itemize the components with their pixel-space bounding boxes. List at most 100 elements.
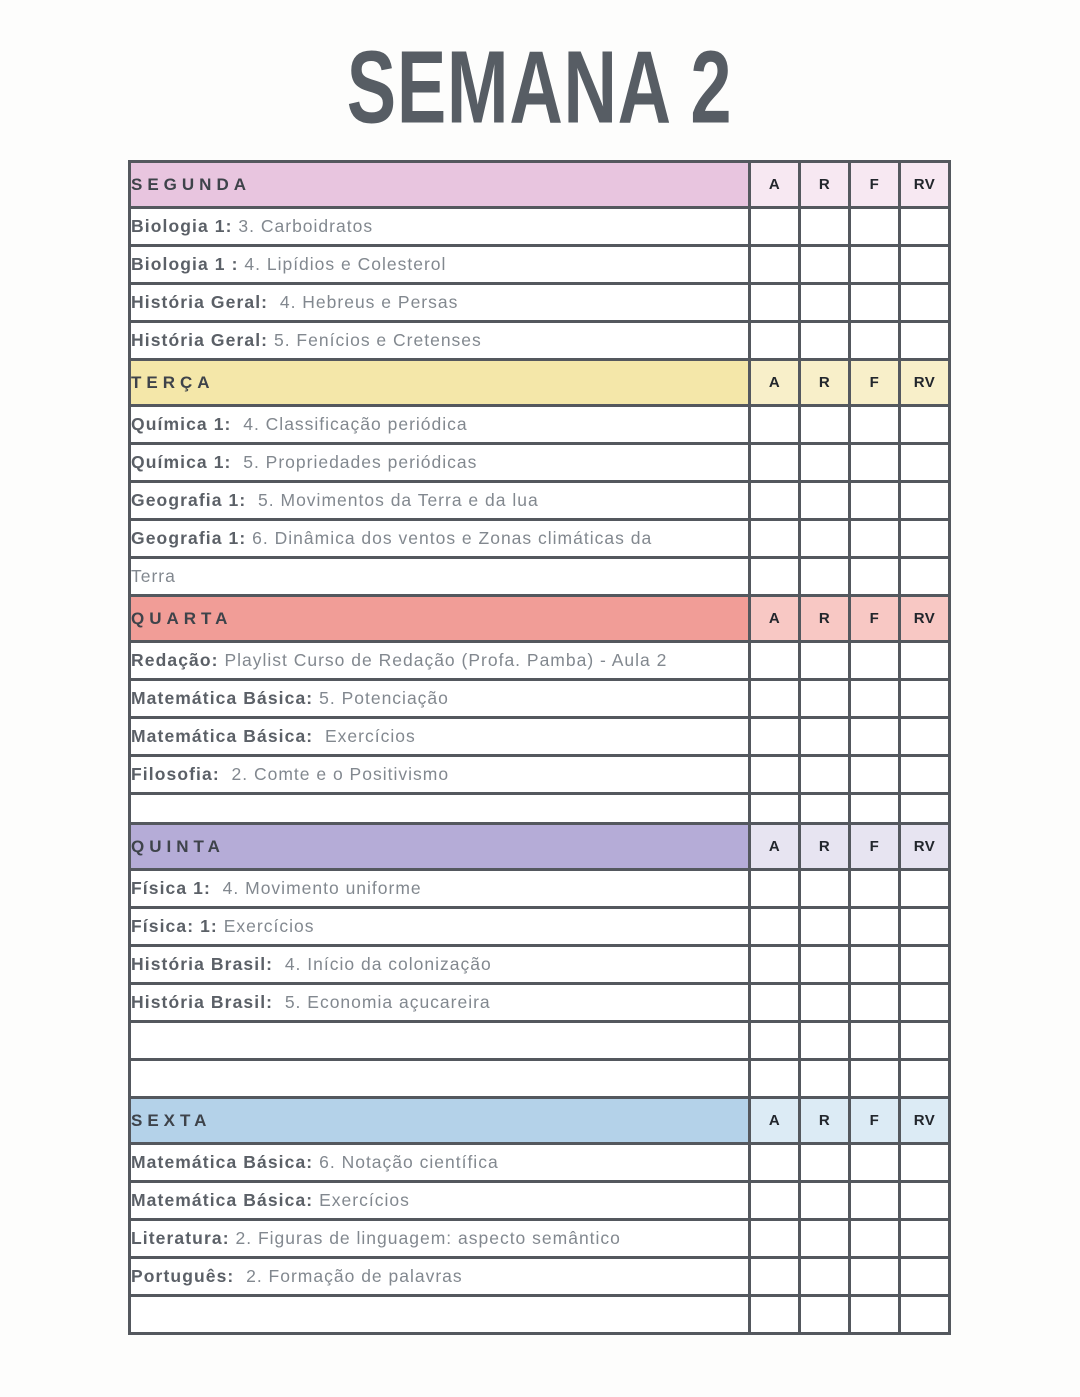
check-cell-f[interactable] <box>848 906 901 947</box>
check-cell-f[interactable] <box>848 518 901 559</box>
check-cell-r[interactable] <box>798 982 851 1023</box>
check-cell-a[interactable] <box>748 1218 801 1259</box>
check-cell-rv[interactable] <box>898 404 951 445</box>
check-cell-f[interactable] <box>848 206 901 247</box>
check-cell-a[interactable] <box>748 480 801 521</box>
check-cell-rv[interactable] <box>898 244 951 285</box>
check-cell-f[interactable] <box>848 1142 901 1183</box>
check-cell-f[interactable] <box>848 556 901 597</box>
check-cell-a[interactable] <box>748 1294 801 1335</box>
check-cell-rv[interactable] <box>898 1180 951 1221</box>
check-cell-f[interactable] <box>848 1218 901 1259</box>
check-cell-a[interactable] <box>748 206 801 247</box>
check-cell-rv[interactable] <box>898 1256 951 1297</box>
check-cell-rv[interactable] <box>898 320 951 361</box>
check-cell-rv[interactable] <box>898 1020 951 1061</box>
check-cell-rv[interactable] <box>898 868 951 909</box>
check-cell-r[interactable] <box>798 1180 851 1221</box>
check-cell-a[interactable] <box>748 1256 801 1297</box>
check-cell-a[interactable] <box>748 754 801 795</box>
check-cell-rv[interactable] <box>898 716 951 757</box>
check-cell-f[interactable] <box>848 640 901 681</box>
check-cell-rv[interactable] <box>898 754 951 795</box>
check-cell-rv[interactable] <box>898 678 951 719</box>
check-cell-rv[interactable] <box>898 792 951 825</box>
check-cell-f[interactable] <box>848 1180 901 1221</box>
check-cell-f[interactable] <box>848 678 901 719</box>
check-cell-a[interactable] <box>748 1058 801 1099</box>
check-cell-rv[interactable] <box>898 1218 951 1259</box>
check-cell-a[interactable] <box>748 320 801 361</box>
check-cell-rv[interactable] <box>898 518 951 559</box>
check-cell-r[interactable] <box>798 556 851 597</box>
check-cell-a[interactable] <box>748 1142 801 1183</box>
check-cell-f[interactable] <box>848 944 901 985</box>
check-cell-rv[interactable] <box>898 480 951 521</box>
check-cell-f[interactable] <box>848 282 901 323</box>
check-cell-r[interactable] <box>798 1142 851 1183</box>
check-cell-r[interactable] <box>798 1256 851 1297</box>
check-cell-rv[interactable] <box>898 1294 951 1335</box>
check-cell-r[interactable] <box>798 754 851 795</box>
check-cell-f[interactable] <box>848 868 901 909</box>
check-cell-a[interactable] <box>748 244 801 285</box>
check-cell-a[interactable] <box>748 868 801 909</box>
check-cell-r[interactable] <box>798 868 851 909</box>
check-cell-rv[interactable] <box>898 1058 951 1099</box>
check-cell-a[interactable] <box>748 518 801 559</box>
check-cell-rv[interactable] <box>898 640 951 681</box>
check-cell-rv[interactable] <box>898 1142 951 1183</box>
check-cell-rv[interactable] <box>898 944 951 985</box>
check-cell-rv[interactable] <box>898 282 951 323</box>
check-cell-f[interactable] <box>848 404 901 445</box>
check-cell-a[interactable] <box>748 1020 801 1061</box>
check-cell-rv[interactable] <box>898 442 951 483</box>
check-cell-r[interactable] <box>798 206 851 247</box>
check-cell-r[interactable] <box>798 244 851 285</box>
check-cell-r[interactable] <box>798 1218 851 1259</box>
check-cell-a[interactable] <box>748 678 801 719</box>
check-cell-r[interactable] <box>798 404 851 445</box>
check-cell-rv[interactable] <box>898 906 951 947</box>
check-cell-r[interactable] <box>798 1294 851 1335</box>
check-cell-r[interactable] <box>798 518 851 559</box>
check-cell-f[interactable] <box>848 1058 901 1099</box>
check-cell-r[interactable] <box>798 1020 851 1061</box>
check-cell-r[interactable] <box>798 716 851 757</box>
check-cell-f[interactable] <box>848 244 901 285</box>
check-cell-a[interactable] <box>748 640 801 681</box>
check-cell-f[interactable] <box>848 716 901 757</box>
check-cell-r[interactable] <box>798 282 851 323</box>
check-cell-a[interactable] <box>748 982 801 1023</box>
check-cell-a[interactable] <box>748 556 801 597</box>
check-cell-a[interactable] <box>748 944 801 985</box>
check-cell-r[interactable] <box>798 792 851 825</box>
check-cell-f[interactable] <box>848 1020 901 1061</box>
check-cell-f[interactable] <box>848 442 901 483</box>
check-cell-f[interactable] <box>848 1294 901 1335</box>
check-cell-a[interactable] <box>748 716 801 757</box>
check-cell-f[interactable] <box>848 1256 901 1297</box>
check-cell-r[interactable] <box>798 640 851 681</box>
check-cell-f[interactable] <box>848 792 901 825</box>
check-cell-r[interactable] <box>798 906 851 947</box>
check-cell-r[interactable] <box>798 678 851 719</box>
check-cell-f[interactable] <box>848 754 901 795</box>
check-cell-r[interactable] <box>798 944 851 985</box>
check-cell-a[interactable] <box>748 906 801 947</box>
check-cell-rv[interactable] <box>898 206 951 247</box>
check-cell-r[interactable] <box>798 1058 851 1099</box>
check-cell-f[interactable] <box>848 982 901 1023</box>
check-cell-r[interactable] <box>798 442 851 483</box>
check-cell-rv[interactable] <box>898 982 951 1023</box>
check-cell-rv[interactable] <box>898 556 951 597</box>
check-cell-a[interactable] <box>748 442 801 483</box>
check-cell-a[interactable] <box>748 792 801 825</box>
check-cell-f[interactable] <box>848 480 901 521</box>
check-cell-r[interactable] <box>798 320 851 361</box>
check-cell-f[interactable] <box>848 320 901 361</box>
check-cell-r[interactable] <box>798 480 851 521</box>
check-cell-a[interactable] <box>748 404 801 445</box>
check-cell-a[interactable] <box>748 282 801 323</box>
check-cell-a[interactable] <box>748 1180 801 1221</box>
